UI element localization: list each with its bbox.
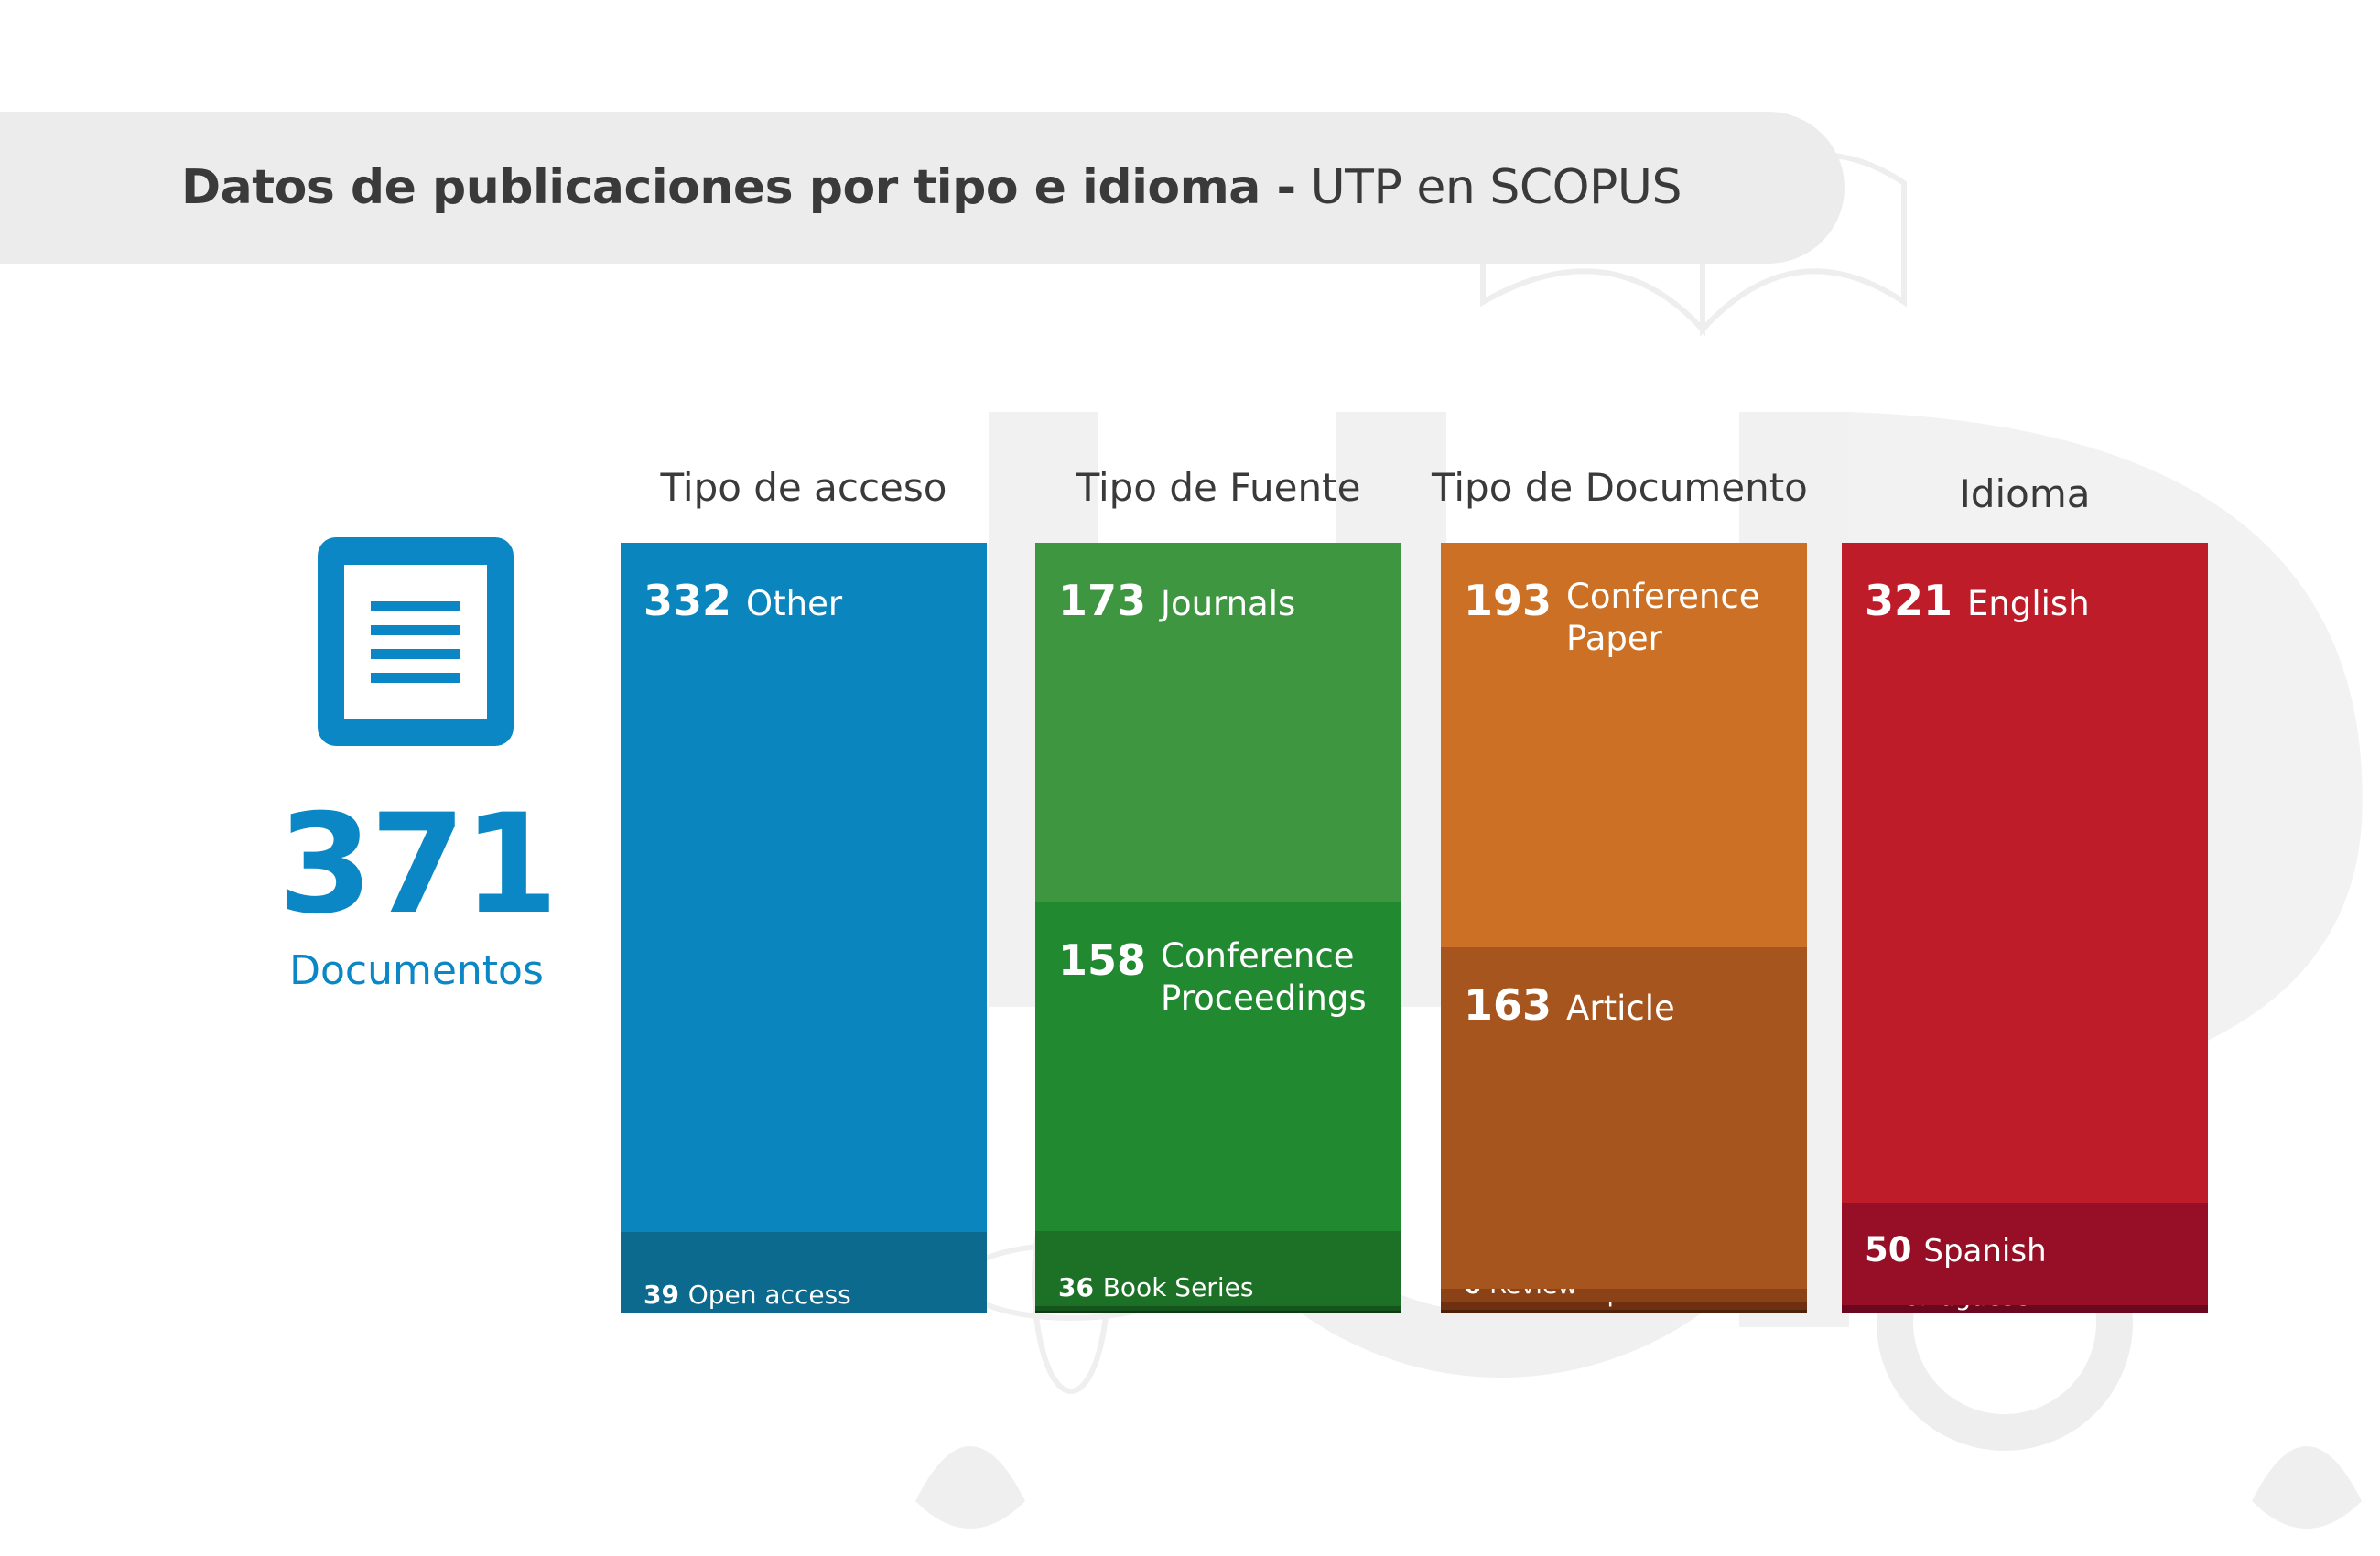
segment-spanish: 50 Spanish: [1842, 1203, 2208, 1305]
segment-label: 2 Books: [1058, 1306, 1158, 1309]
column-idioma: 321 English 50 Spanish 4 Portuguese: [1842, 543, 2208, 1313]
segment-value: 39: [644, 1280, 688, 1310]
segment-text: Portuguese: [1890, 1305, 2029, 1312]
segment-text: Conference Proceedings: [1161, 936, 1367, 1019]
total-count: 371: [276, 785, 558, 945]
title-bar: Datos de publicaciones por tipo e idioma…: [0, 112, 1844, 264]
segment-value: 321: [1865, 576, 1968, 625]
column-title-tipo-de-documento: Tipo de Documento: [1432, 465, 1808, 510]
segment-text: Trade Publications: [1084, 1311, 1308, 1312]
segment-conference-proceedings: 158 Conference Proceedings: [1035, 902, 1401, 1231]
segment-text: Books: [1084, 1306, 1158, 1309]
segment-text: English: [1967, 584, 2090, 623]
title-bold: Datos de publicaciones por tipo e idioma…: [181, 160, 1296, 215]
segment-text: Spanish: [1923, 1233, 2047, 1270]
segment-label: 163 Article: [1464, 980, 1675, 1030]
segment-value: 2: [1058, 1311, 1084, 1312]
segment-conference-paper: 193 Conference Paper: [1441, 543, 1807, 947]
column-title-tipo-de-fuente: Tipo de Fuente: [1076, 465, 1361, 510]
segment-label: 158 Conference Proceedings: [1058, 935, 1367, 1021]
segment-text: Note: [1489, 1310, 1548, 1312]
column-title-idioma: Idioma: [1959, 471, 2091, 516]
segment-text: Book Series: [1102, 1272, 1254, 1302]
segment-value: 193: [1464, 576, 1567, 625]
segment-label: 332 Other: [644, 576, 842, 625]
segment-text: Journals: [1161, 584, 1296, 623]
segment-value: 4: [1865, 1305, 1890, 1312]
segment-value: 4: [1464, 1302, 1489, 1308]
segment-label: 39 Open access: [644, 1280, 851, 1310]
segment-label: 4 Portuguese: [1865, 1305, 2029, 1312]
column-title-tipo-de-acceso: Tipo de acceso: [660, 465, 947, 510]
page-title: Datos de publicaciones por tipo e idioma…: [181, 160, 1682, 215]
segment-trade-publications: 2 Trade Publications: [1035, 1311, 1401, 1313]
segment-value: 50: [1865, 1230, 1924, 1270]
segment-book-chapter: 4 Book Chapter: [1441, 1302, 1807, 1310]
segment-value: 163: [1464, 980, 1567, 1030]
segment-value: 6: [1464, 1289, 1489, 1300]
title-normal: UTP en SCOPUS: [1310, 160, 1682, 215]
segment-value: 2: [1058, 1306, 1084, 1309]
segment-value: 2: [1464, 1310, 1489, 1312]
segment-label: 2 Note: [1464, 1310, 1548, 1312]
segment-label: 2 Trade Publications: [1058, 1311, 1308, 1312]
segment-label: 321 English: [1865, 576, 2090, 625]
segment-value: 173: [1058, 576, 1162, 625]
segment-label: 193 Conference Paper: [1464, 576, 1759, 661]
segment-books: 2 Books: [1035, 1306, 1401, 1311]
segment-text: Review: [1489, 1289, 1577, 1300]
total-label: Documentos: [289, 947, 544, 994]
segment-value: 36: [1058, 1272, 1103, 1302]
segment-review: 6 Review: [1441, 1289, 1807, 1302]
segment-journals: 173 Journals: [1035, 543, 1401, 902]
segment-label: 4 Book Chapter: [1464, 1302, 1658, 1308]
segment-value: 332: [644, 576, 747, 625]
segment-label: 50 Spanish: [1865, 1230, 2047, 1270]
segment-text: Conference Paper: [1566, 577, 1760, 659]
segment-text: Other: [746, 584, 843, 623]
segment-article: 163 Article: [1441, 947, 1807, 1289]
segment-text: Article: [1566, 989, 1675, 1028]
segment-text: Open access: [687, 1280, 851, 1310]
column-tipo-de-acceso: 332 Other 39 Open access: [621, 543, 987, 1313]
segment-open-access: 39 Open access: [621, 1232, 987, 1313]
segment-other: 332 Other: [621, 543, 987, 1232]
segment-portuguese: 4 Portuguese: [1842, 1305, 2208, 1313]
segment-english: 321 English: [1842, 543, 2208, 1203]
column-tipo-de-fuente: 173 Journals 158 Conference Proceedings 36 …: [1035, 543, 1401, 1313]
segment-label: 173 Journals: [1058, 576, 1295, 625]
segment-text: Book Chapter: [1489, 1302, 1658, 1308]
segment-note: 2 Note: [1441, 1310, 1807, 1313]
segment-label: 36 Book Series: [1058, 1272, 1253, 1302]
document-icon: [318, 537, 514, 746]
segment-book-series: 36 Book Series: [1035, 1231, 1401, 1306]
segment-label: 6 Review: [1464, 1289, 1578, 1300]
segment-value: 158: [1058, 935, 1162, 985]
